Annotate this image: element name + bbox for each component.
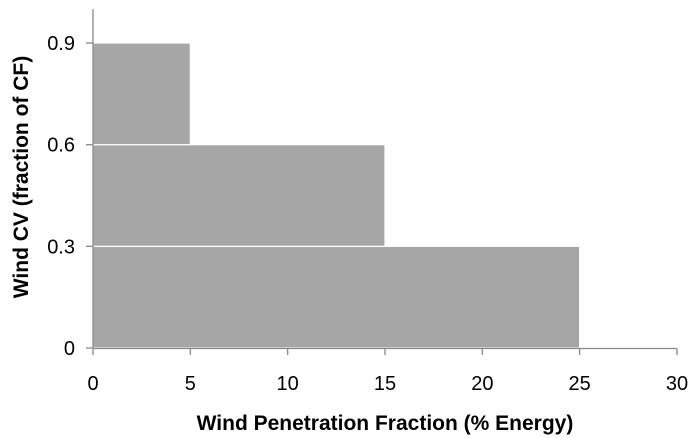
x-axis-title: Wind Penetration Fraction (% Energy) — [197, 412, 574, 435]
ticks-layer: 0 5 10 15 20 25 30 0 0.3 0.6 0.9 — [47, 33, 688, 395]
x-tick-label: 30 — [666, 373, 688, 395]
y-tick-label: 0.3 — [47, 236, 75, 258]
x-tick-label: 15 — [374, 373, 396, 395]
bar-3 — [92, 42, 191, 146]
y-tick-label: 0.6 — [47, 135, 75, 157]
x-tick-label: 20 — [471, 373, 493, 395]
y-axis-title: Wind CV (fraction of CF) — [10, 56, 33, 298]
x-tick-label: 10 — [277, 373, 299, 395]
x-tick-label: 5 — [185, 373, 196, 395]
bar-1 — [92, 245, 581, 349]
x-tick-label: 25 — [569, 373, 591, 395]
y-tick-label: 0 — [64, 338, 75, 360]
y-tick-label: 0.9 — [47, 33, 75, 55]
bars-layer — [92, 42, 581, 349]
x-tick-label: 0 — [87, 373, 98, 395]
bar-2 — [92, 144, 386, 247]
